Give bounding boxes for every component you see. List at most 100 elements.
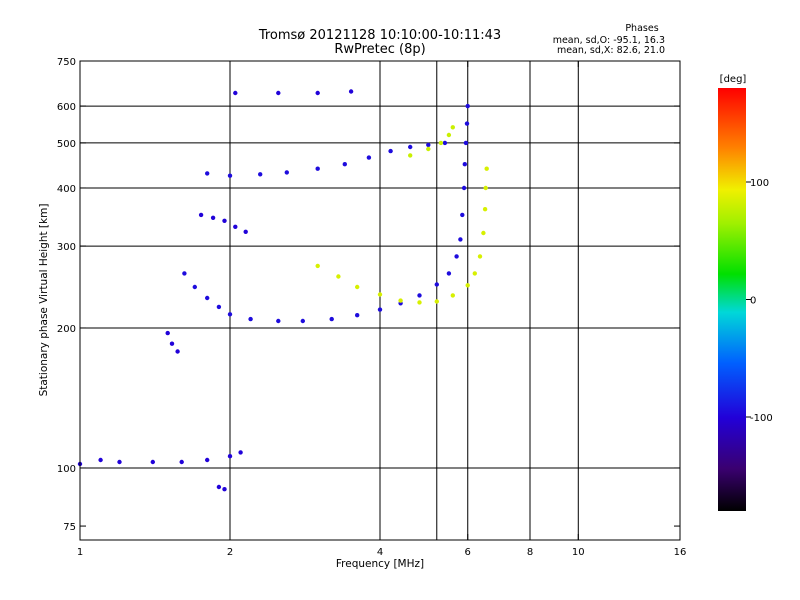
echo-point bbox=[434, 299, 439, 304]
echo-point bbox=[276, 90, 281, 96]
echo-point bbox=[426, 146, 431, 152]
echo-point bbox=[463, 140, 469, 146]
echo-point bbox=[342, 162, 347, 167]
echo-point bbox=[198, 212, 204, 218]
grid-lines bbox=[80, 61, 680, 540]
echo-point bbox=[210, 215, 216, 220]
y-tick-label: 600 bbox=[57, 102, 76, 113]
echo-point bbox=[248, 316, 253, 322]
echo-point bbox=[205, 457, 210, 463]
echo-point bbox=[227, 173, 233, 178]
x-tick-label: 6 bbox=[465, 547, 471, 558]
echo-point bbox=[98, 457, 103, 463]
echo-point bbox=[460, 212, 465, 218]
echo-point bbox=[462, 162, 467, 167]
chart-title: Tromsø 20121128 10:10:00-10:11:43 bbox=[258, 28, 501, 43]
colorbar-tick-label: -100 bbox=[750, 413, 773, 424]
echo-point bbox=[377, 292, 383, 297]
echo-point bbox=[442, 140, 448, 146]
echo-point bbox=[205, 171, 210, 176]
echo-point bbox=[179, 459, 184, 465]
chart-subtitle: RwPretec (8p) bbox=[334, 42, 425, 57]
phase-stats-heading: Phases bbox=[625, 23, 658, 34]
x-tick-label: 8 bbox=[527, 547, 533, 558]
phase-stats-x: mean, sd,X: 82.6, 21.0 bbox=[557, 45, 665, 56]
echo-point bbox=[117, 459, 122, 465]
echo-point bbox=[238, 450, 243, 455]
echo-point bbox=[233, 90, 238, 96]
echo-point bbox=[426, 142, 431, 148]
y-tick-label: 400 bbox=[57, 184, 76, 195]
echo-point bbox=[222, 487, 227, 492]
phase-stats-o: mean, sd,O: -95.1, 16.3 bbox=[553, 35, 665, 46]
echo-point bbox=[227, 454, 233, 459]
colorbar-tick-label: 100 bbox=[750, 178, 769, 189]
echo-point bbox=[315, 90, 320, 96]
echo-point bbox=[150, 459, 155, 465]
echo-point bbox=[450, 125, 455, 130]
echo-point bbox=[377, 307, 383, 312]
y-tick-label: 200 bbox=[57, 324, 76, 335]
echo-point bbox=[355, 284, 360, 290]
echo-point bbox=[477, 254, 483, 259]
x-tick-label: 16 bbox=[674, 547, 687, 558]
echo-point bbox=[222, 218, 227, 223]
echo-point bbox=[165, 330, 170, 336]
y-tick-label: 100 bbox=[57, 464, 76, 475]
echo-point bbox=[192, 284, 197, 290]
echo-point bbox=[417, 300, 422, 305]
y-tick-label: 75 bbox=[63, 522, 76, 533]
axes: 1 2 4 6 8 10 16 75 100 200 300 400 500 600 750 bbox=[57, 57, 686, 558]
echo-point bbox=[438, 140, 444, 146]
y-tick-label: 500 bbox=[57, 139, 76, 150]
x-tick-label: 2 bbox=[227, 547, 233, 558]
echo-point bbox=[227, 312, 233, 317]
echo-point bbox=[465, 283, 470, 288]
echo-points bbox=[77, 89, 489, 492]
echo-point bbox=[315, 166, 320, 171]
echo-point bbox=[454, 254, 459, 259]
echo-point bbox=[329, 316, 334, 322]
x-tick-label: 4 bbox=[377, 547, 383, 558]
echo-point bbox=[408, 144, 413, 150]
echo-point bbox=[398, 298, 403, 303]
x-tick-label: 1 bbox=[77, 547, 83, 558]
echo-point bbox=[484, 166, 489, 171]
echo-point bbox=[446, 271, 452, 276]
echo-point bbox=[355, 313, 360, 318]
echo-point bbox=[243, 229, 248, 234]
echo-point bbox=[258, 172, 263, 177]
x-axis-label: Frequency [MHz] bbox=[336, 558, 424, 570]
echo-point bbox=[276, 318, 281, 324]
echo-point bbox=[446, 132, 452, 138]
echo-point bbox=[482, 207, 488, 212]
colorbar-label: [deg] bbox=[720, 74, 747, 85]
echo-point bbox=[464, 121, 470, 126]
echo-point bbox=[175, 349, 180, 354]
echo-point bbox=[366, 155, 372, 160]
colorbar-tick-label: 0 bbox=[750, 296, 756, 307]
echo-point bbox=[315, 263, 320, 269]
echo-point bbox=[465, 103, 470, 109]
y-tick-label: 750 bbox=[57, 57, 76, 68]
echo-point bbox=[461, 185, 467, 191]
echo-point bbox=[483, 185, 488, 191]
echo-point bbox=[182, 271, 187, 276]
echo-point bbox=[300, 318, 305, 324]
echo-point bbox=[408, 153, 413, 158]
echo-point bbox=[336, 274, 341, 279]
colorbar bbox=[718, 88, 746, 511]
echo-point bbox=[216, 484, 222, 490]
echo-point bbox=[233, 224, 238, 229]
echo-point bbox=[434, 282, 439, 287]
echo-point bbox=[348, 89, 354, 94]
echo-point bbox=[472, 271, 477, 276]
colorbar-ticks: 100 0 -100 bbox=[746, 178, 773, 424]
echo-point bbox=[417, 293, 422, 298]
echo-point bbox=[205, 295, 210, 301]
x-tick-label: 10 bbox=[572, 547, 585, 558]
echo-point bbox=[284, 170, 289, 175]
echo-point bbox=[388, 148, 393, 154]
echo-point bbox=[481, 230, 486, 236]
